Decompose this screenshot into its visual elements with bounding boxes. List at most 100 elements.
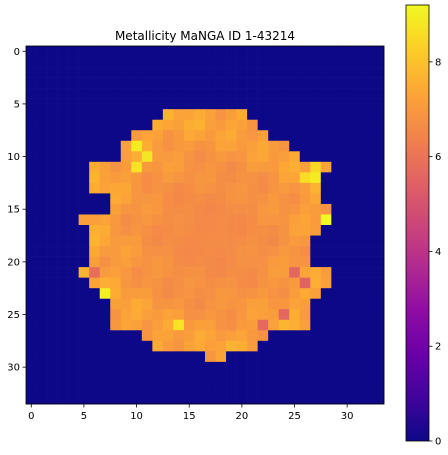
heatmap-cell — [215, 193, 227, 205]
heatmap-cell — [289, 277, 301, 289]
heatmap-cell — [120, 88, 132, 99]
heatmap-cell — [36, 151, 48, 163]
heatmap-cell — [47, 330, 58, 342]
heatmap-cell — [236, 46, 248, 57]
x-axis-ticks: 0 5 10 15 20 25 30 — [28, 404, 354, 422]
heatmap-cell — [373, 98, 385, 110]
heatmap-cell — [162, 288, 174, 300]
heatmap-cell — [289, 56, 301, 68]
heatmap-cell — [268, 267, 280, 278]
heatmap-cell — [362, 88, 374, 99]
heatmap-cell — [320, 351, 332, 363]
heatmap-cell — [268, 67, 280, 78]
heatmap-cell — [99, 309, 111, 321]
heatmap-cell — [194, 235, 206, 247]
heatmap-cell — [268, 161, 280, 173]
heatmap-cell — [226, 172, 237, 184]
heatmap-cell — [247, 298, 258, 310]
heatmap-cell — [120, 256, 132, 268]
heatmap-cell — [341, 182, 353, 194]
heatmap-cell — [215, 151, 227, 163]
heatmap-cell — [257, 267, 269, 278]
heatmap-cell — [310, 351, 322, 363]
heatmap-cell — [36, 214, 48, 226]
heatmap-cell — [99, 361, 111, 373]
heatmap-cell — [268, 256, 280, 268]
heatmap-cell — [57, 182, 69, 194]
heatmap-cell — [362, 172, 374, 184]
heatmap-cell — [141, 267, 153, 278]
heatmap-cell — [99, 193, 111, 205]
heatmap-cell — [352, 288, 364, 300]
heatmap-cell — [173, 225, 185, 236]
heatmap-cell — [257, 288, 269, 300]
heatmap-cell — [247, 193, 258, 205]
heatmap-cell — [57, 298, 69, 310]
heatmap-cell — [268, 77, 280, 89]
heatmap-cell — [310, 67, 322, 78]
heatmap-cell — [162, 393, 174, 405]
heatmap-cell — [289, 298, 301, 310]
heatmap-cell — [152, 393, 164, 405]
heatmap-cell — [299, 235, 311, 247]
heatmap-cell — [36, 246, 48, 257]
heatmap-cell — [278, 309, 290, 321]
heatmap-cell — [299, 309, 311, 321]
heatmap-cell — [215, 393, 227, 405]
heatmap-cell — [183, 140, 195, 152]
heatmap-cell — [320, 246, 332, 257]
heatmap-cell — [205, 361, 216, 373]
heatmap-cell — [215, 119, 227, 131]
heatmap-cell — [352, 267, 364, 278]
heatmap-cell — [289, 77, 301, 89]
heatmap-cell — [257, 277, 269, 289]
heatmap-cell — [68, 225, 79, 236]
heatmap-cell — [110, 98, 122, 110]
heatmap-cell — [152, 67, 164, 78]
heatmap-cell — [131, 256, 143, 268]
heatmap-cell — [89, 340, 101, 352]
heatmap-cell — [352, 309, 364, 321]
heatmap-cell — [278, 298, 290, 310]
heatmap-cell — [183, 235, 195, 247]
heatmap-cell — [110, 109, 122, 121]
heatmap-cell — [194, 182, 206, 194]
heatmap-cell — [373, 151, 385, 163]
heatmap-cell — [131, 182, 143, 194]
heatmap-cell — [331, 140, 343, 152]
heatmap-cell — [131, 235, 143, 247]
heatmap-cell — [110, 67, 122, 78]
heatmap-cell — [215, 330, 227, 342]
heatmap-cell — [89, 46, 101, 57]
heatmap-cell — [278, 182, 290, 194]
heatmap-cell — [257, 109, 269, 121]
heatmap-cell — [120, 361, 132, 373]
heatmap-cell — [236, 203, 248, 215]
heatmap-cell — [120, 109, 132, 121]
heatmap-cell — [299, 382, 311, 394]
heatmap-cell — [47, 256, 58, 268]
heatmap-cell — [141, 140, 153, 152]
heatmap-cell — [289, 288, 301, 300]
heatmap-cell — [183, 88, 195, 99]
heatmap-cell — [257, 67, 269, 78]
heatmap-cell — [173, 340, 185, 352]
heatmap-cell — [331, 161, 343, 173]
heatmap-cell — [289, 193, 301, 205]
heatmap-cell — [57, 225, 69, 236]
heatmap-cell — [205, 67, 216, 78]
heatmap-cell — [78, 267, 90, 278]
heatmap-cell — [299, 119, 311, 131]
heatmap-cell — [278, 288, 290, 300]
heatmap-cell — [141, 319, 153, 331]
heatmap-cell — [194, 288, 206, 300]
heatmap-cell — [331, 330, 343, 342]
heatmap-cell — [141, 88, 153, 99]
heatmap-cell — [373, 288, 385, 300]
heatmap-cell — [299, 67, 311, 78]
heatmap-cell — [352, 319, 364, 331]
heatmap-cell — [215, 340, 227, 352]
heatmap-cell — [89, 98, 101, 110]
heatmap-cell — [173, 288, 185, 300]
heatmap-cell — [131, 225, 143, 236]
